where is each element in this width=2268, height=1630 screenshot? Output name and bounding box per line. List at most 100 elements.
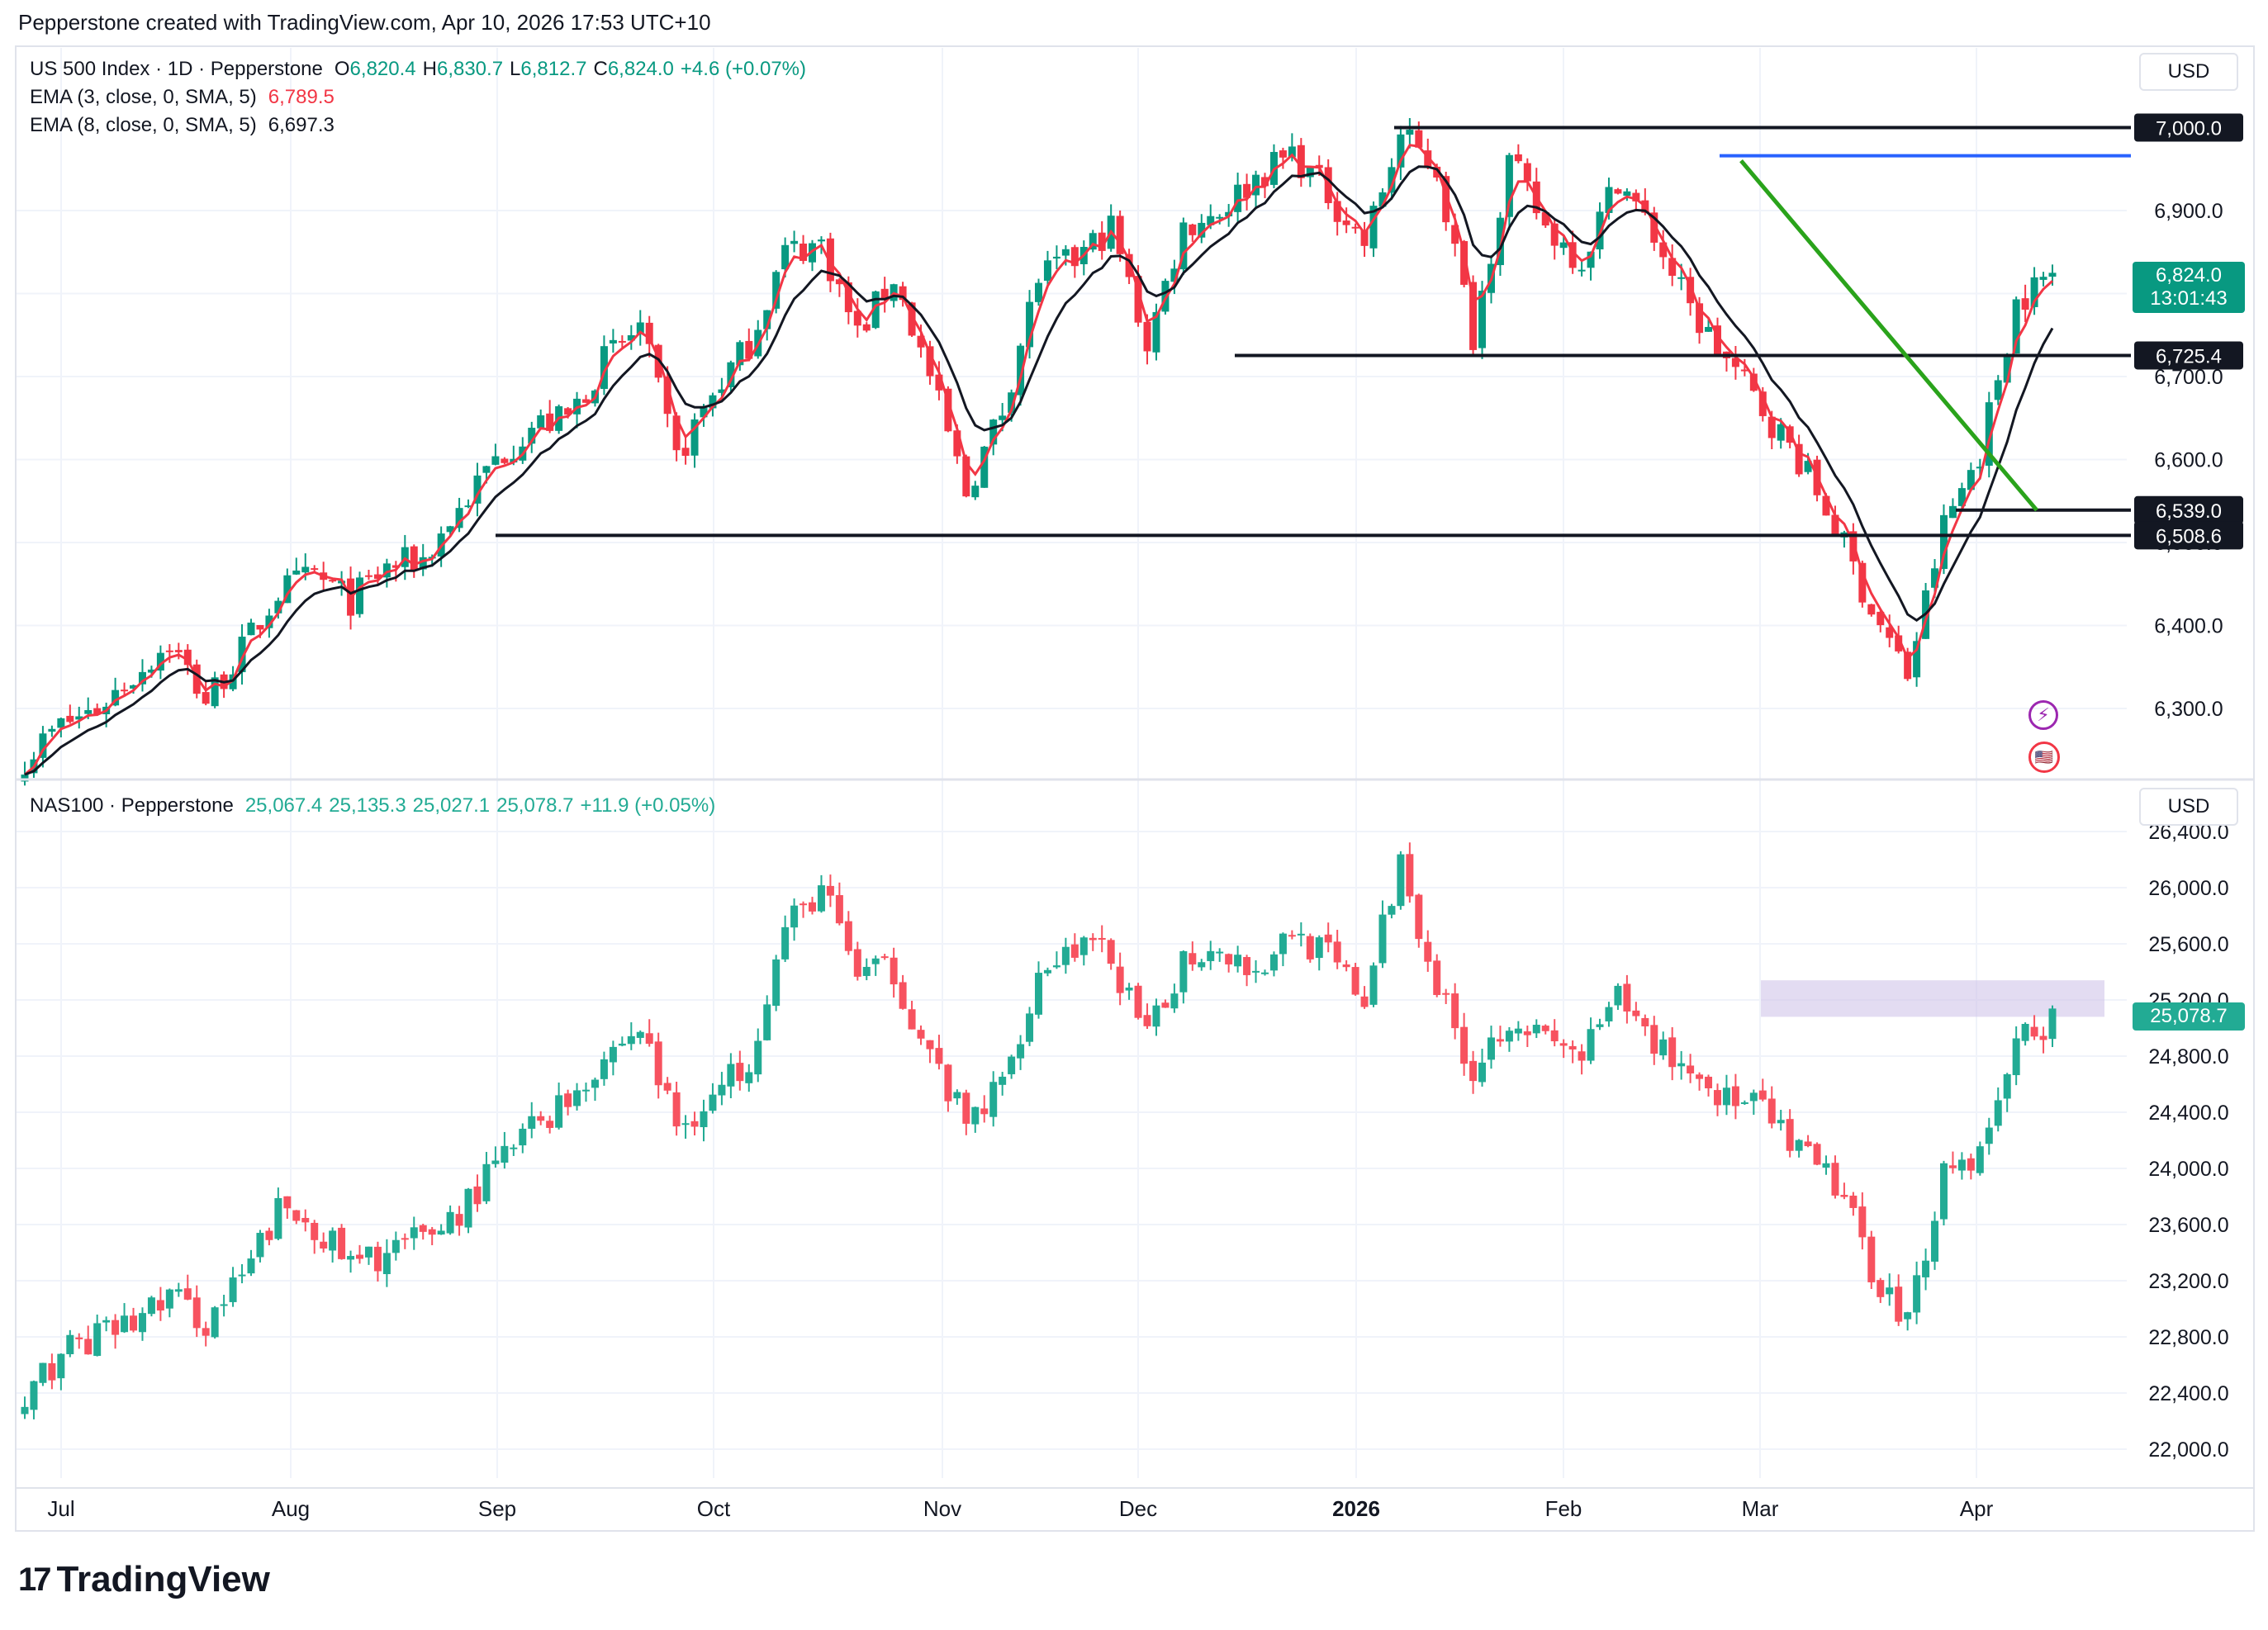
spx-candle-body — [1460, 240, 1469, 285]
spx-candle-body — [1043, 260, 1051, 281]
nas-candle-body — [926, 1040, 934, 1050]
spx-candle-body — [1333, 201, 1341, 222]
nas-candle-body — [1668, 1037, 1677, 1068]
spx-candle-body — [446, 526, 454, 533]
lightning-icon[interactable]: ⚡ — [2028, 700, 2058, 730]
nas-candle-body — [30, 1381, 38, 1410]
nas-candle-body — [1650, 1025, 1658, 1054]
nas-candle-body — [48, 1362, 56, 1381]
spx-candle-body — [1252, 174, 1260, 196]
spx-candle-body — [283, 575, 292, 604]
spx-candle-body — [672, 415, 681, 451]
nas-candle-body — [1342, 964, 1350, 968]
spx-candle-body — [1931, 568, 1939, 588]
spx-candle-body — [1985, 402, 1993, 467]
spx-candle-body — [953, 430, 961, 457]
spx-candle-body — [1433, 166, 1441, 178]
nas-candle-body — [364, 1246, 372, 1258]
spx-candle-body — [1886, 627, 1894, 638]
level-price-badge — [2134, 495, 2243, 524]
nas-price-tick: 24,800.0 — [2148, 1045, 2228, 1069]
spx-candle-body — [899, 286, 907, 301]
spx-currency-button[interactable]: USD — [2139, 53, 2238, 91]
spx-candle-body — [1026, 301, 1034, 348]
nas-candle-body — [2039, 1035, 2047, 1040]
nas-candle-body — [1758, 1090, 1767, 1100]
spx-candle-body — [1260, 177, 1269, 187]
nas-candle-body — [1632, 1010, 1640, 1016]
spx-candle-body — [1478, 291, 1487, 348]
nas-candle-body — [1061, 946, 1070, 965]
spx-candle-body — [1614, 189, 1622, 194]
nas-candle-body — [591, 1079, 599, 1088]
spx-candle-body — [311, 568, 319, 571]
spx-candle-body — [130, 685, 138, 689]
spx-candle-body — [419, 557, 427, 570]
level-price-text: 6,725.4 — [2156, 345, 2222, 367]
nas-candle-body — [482, 1163, 491, 1201]
nas-candle-body — [1442, 993, 1450, 995]
spx-price-tick: 6,400.0 — [2154, 615, 2223, 638]
nas-candle-body — [1931, 1220, 1939, 1262]
spx-candle-body — [1913, 641, 1921, 678]
nas-candle-body — [338, 1227, 346, 1259]
spx-candle-body — [681, 448, 690, 456]
spx-price-tick: 6,300.0 — [2154, 698, 2223, 721]
nas-price-tick: 26,000.0 — [2148, 877, 2228, 900]
spx-candle-body — [528, 428, 536, 444]
nas-candle-body — [202, 1328, 210, 1336]
us-flag-icon[interactable]: 🇺🇸 — [2028, 742, 2060, 773]
nas-candle-body — [1306, 936, 1314, 960]
spx-candle-body — [1179, 222, 1188, 270]
spx-candle-body — [2003, 354, 2011, 383]
nas-candle-body — [736, 1063, 744, 1082]
nas-candle-body — [102, 1320, 111, 1323]
nas-candle-body — [1614, 985, 1622, 1006]
nas-candle-body — [1198, 962, 1206, 968]
ema-fast-line — [24, 144, 2054, 776]
nas-candle-body — [1877, 1280, 1885, 1297]
spx-candle-body — [826, 238, 834, 282]
nas-candle-body — [1252, 970, 1260, 973]
spx-candle-body — [1976, 467, 1984, 469]
time-axis-label: Sep — [478, 1496, 516, 1521]
nas-candle-body — [672, 1092, 681, 1127]
nas-candle-body — [301, 1217, 310, 1223]
spx-candle-body — [908, 302, 916, 336]
tradingview-logo[interactable]: 17 TradingView — [18, 1559, 270, 1600]
nas-candle-body — [1922, 1260, 1930, 1277]
nas-candle-body — [772, 959, 781, 1007]
nas-candle-body — [1505, 1031, 1513, 1042]
nas-change: +11.9 (+0.05%) — [580, 794, 716, 817]
nas-candle-body — [401, 1238, 409, 1240]
spx-candle-body — [1696, 303, 1704, 334]
spx-price-tick: 6,600.0 — [2154, 449, 2223, 472]
nas-candle-body — [156, 1300, 164, 1311]
spx-candle-body — [718, 389, 726, 393]
nas-open: 25,067.4 — [244, 794, 323, 817]
spx-candles — [21, 118, 2057, 786]
spx-candle-body — [537, 415, 545, 429]
ema-slow-legend[interactable]: EMA (8, close, 0, SMA, 5) 6,697.3 — [30, 114, 341, 137]
spx-candle-body — [301, 566, 310, 573]
nas-candle-body — [1406, 854, 1414, 897]
nas-candle-body — [1269, 954, 1278, 971]
nas-candle-body — [1360, 996, 1369, 1007]
spx-price-tick: 6,700.0 — [2154, 366, 2223, 389]
nas-candle-body — [373, 1246, 382, 1272]
spx-candle-body — [935, 374, 943, 391]
nas-candle-body — [1659, 1039, 1668, 1056]
spx-candle-body — [862, 324, 871, 331]
spx-candle-body — [1822, 495, 1830, 516]
ema-fast-legend[interactable]: EMA (3, close, 0, SMA, 5) 6,789.5 — [30, 86, 341, 109]
nas-candle-body — [519, 1128, 527, 1146]
nas-candle-body — [1397, 854, 1405, 907]
time-axis-label: Aug — [272, 1496, 310, 1521]
nas-candle-body — [781, 926, 790, 960]
nas-currency-button[interactable]: USD — [2139, 788, 2238, 826]
spx-candle-body — [1070, 247, 1079, 267]
spx-candle-body — [1578, 269, 1586, 272]
time-axis-label: Feb — [1545, 1496, 1582, 1521]
spx-candle-body — [636, 322, 644, 334]
